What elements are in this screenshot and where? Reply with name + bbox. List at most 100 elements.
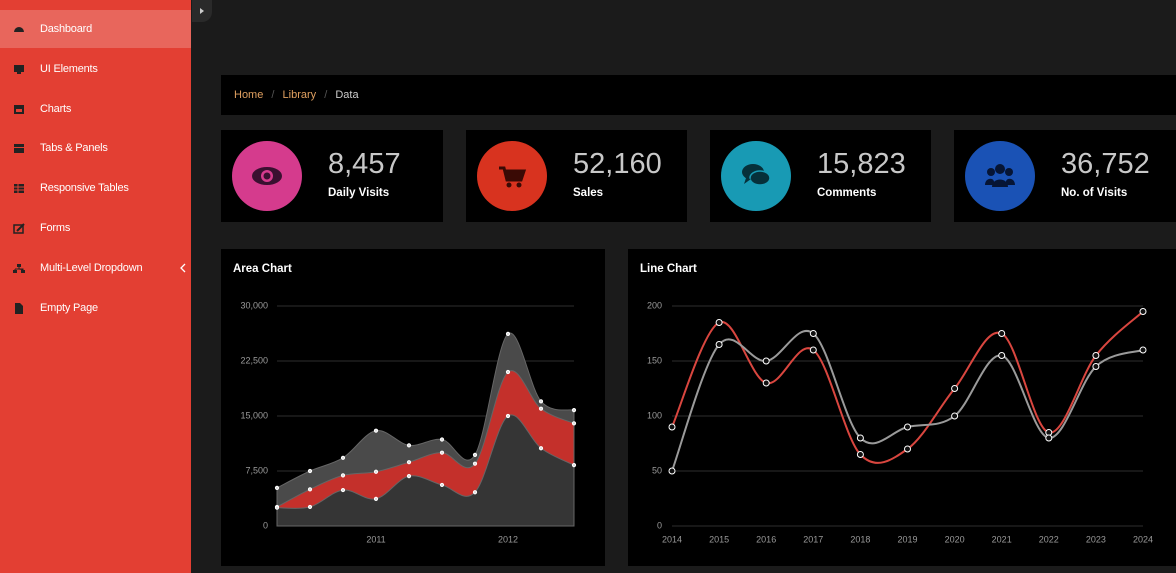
crumb[interactable]: Library (282, 89, 317, 101)
point (856, 434, 864, 442)
menu-icon (14, 27, 24, 32)
point (373, 428, 379, 433)
x-tick-label: 2018 (850, 534, 870, 544)
crumb[interactable]: Home (234, 89, 264, 101)
x-tick-label: 2012 (498, 534, 518, 544)
breadcrumb: Home / Library / Data (221, 75, 1176, 115)
menu-item[interactable]: Multi-Level Dropdown (0, 249, 191, 287)
point (998, 330, 1006, 337)
line-panel: Line Chart 0 50 100 150 200 2014 2015 2016 2017 2… (628, 249, 1176, 566)
menu-label: Dashboard (40, 23, 93, 35)
point (472, 452, 478, 457)
y-tick-label: 100 (647, 410, 662, 420)
point (571, 408, 577, 413)
x-tick-label: 2019 (897, 534, 917, 544)
menu-label: Forms (40, 222, 71, 234)
menu-item[interactable]: UI Elements (0, 50, 191, 88)
point (439, 482, 445, 488)
sidebar-toggle[interactable] (192, 0, 212, 22)
x-tick-label: 2016 (756, 534, 776, 544)
point (373, 469, 379, 474)
point (340, 455, 346, 460)
x-tick-label: 2024 (1133, 534, 1153, 544)
stat-card: 52,160 Sales (466, 130, 687, 222)
stat-icon (721, 141, 791, 211)
y-tick-label: 30,000 (240, 300, 268, 310)
point (274, 485, 280, 490)
menu-icon (14, 144, 24, 154)
point (762, 379, 770, 387)
crumb: Data (335, 89, 359, 101)
point (307, 468, 313, 474)
point (439, 450, 445, 455)
menu-label: Responsive Tables (40, 182, 129, 195)
area-chart: 0 7,500 15,000 22,500 30,000 2011 2012 (240, 300, 577, 544)
line (671, 310, 1144, 464)
y-tick-label: 15,000 (240, 410, 268, 420)
x-tick-label: 2020 (945, 534, 965, 544)
panel-title: Area Chart (233, 263, 292, 275)
point (998, 352, 1006, 359)
point (538, 399, 544, 404)
y-tick-label: 0 (263, 520, 268, 530)
menu-icon (14, 64, 24, 74)
y-tick-label: 22,500 (240, 355, 268, 365)
point (406, 443, 412, 448)
y-tick-label: 0 (657, 520, 662, 530)
stat-label: No. of Visits (1061, 187, 1128, 199)
point (307, 504, 313, 510)
x-tick-label: 2017 (803, 534, 823, 544)
menu-item[interactable]: Responsive Tables (0, 169, 191, 207)
x-tick-label: 2021 (992, 534, 1012, 544)
point (668, 423, 676, 431)
point (439, 437, 445, 442)
point (340, 473, 346, 478)
menu-item[interactable]: Forms (0, 209, 191, 247)
point (951, 385, 959, 392)
menu-item[interactable]: Charts (0, 90, 191, 128)
line-chart: 0 50 100 150 200 2014 2015 2016 2017 2018 2019 2020… (647, 300, 1153, 544)
menu-label: Empty Page (40, 301, 98, 314)
menu-item[interactable]: Empty Page (0, 289, 191, 327)
point (1045, 434, 1053, 442)
point (571, 463, 577, 468)
icon-glyph (252, 167, 282, 185)
menu-icon (13, 223, 25, 234)
point (951, 412, 959, 420)
sidebar: Dashboard UI Elements Charts Tabs & Panels R… (0, 0, 191, 573)
point (715, 341, 723, 348)
stat-value: 15,823 (817, 148, 906, 180)
stat-card: 15,823 Comments (710, 130, 931, 222)
chevron (180, 263, 186, 273)
menu-icon (13, 263, 25, 273)
y-tick-label: 7,500 (245, 465, 268, 475)
point (715, 319, 723, 326)
point (904, 423, 911, 431)
menu-icon (14, 104, 24, 114)
point (856, 451, 864, 458)
point (762, 357, 770, 365)
menu-label: Multi-Level Dropdown (40, 261, 143, 274)
point (307, 487, 313, 492)
stat-card: 36,752 No. of Visits (954, 130, 1176, 222)
menu-icon (14, 184, 24, 194)
point (406, 474, 412, 479)
point (274, 505, 280, 510)
toggle-icon (200, 8, 204, 14)
stat-icon (477, 141, 547, 211)
icon-glyph (985, 164, 1015, 187)
x-tick-label: 2014 (662, 534, 682, 544)
point (406, 460, 412, 465)
menu-label: Charts (40, 102, 72, 115)
point (373, 496, 379, 501)
stat-label: Sales (573, 187, 604, 199)
menu-item[interactable]: Dashboard (0, 10, 191, 48)
point (505, 331, 511, 336)
point (571, 421, 577, 426)
menu-label: Tabs & Panels (40, 142, 108, 155)
menu-item[interactable]: Tabs & Panels (0, 129, 191, 167)
x-tick-label: 2022 (1039, 534, 1059, 544)
x-tick-label: 2023 (1086, 534, 1106, 544)
point (538, 406, 544, 411)
